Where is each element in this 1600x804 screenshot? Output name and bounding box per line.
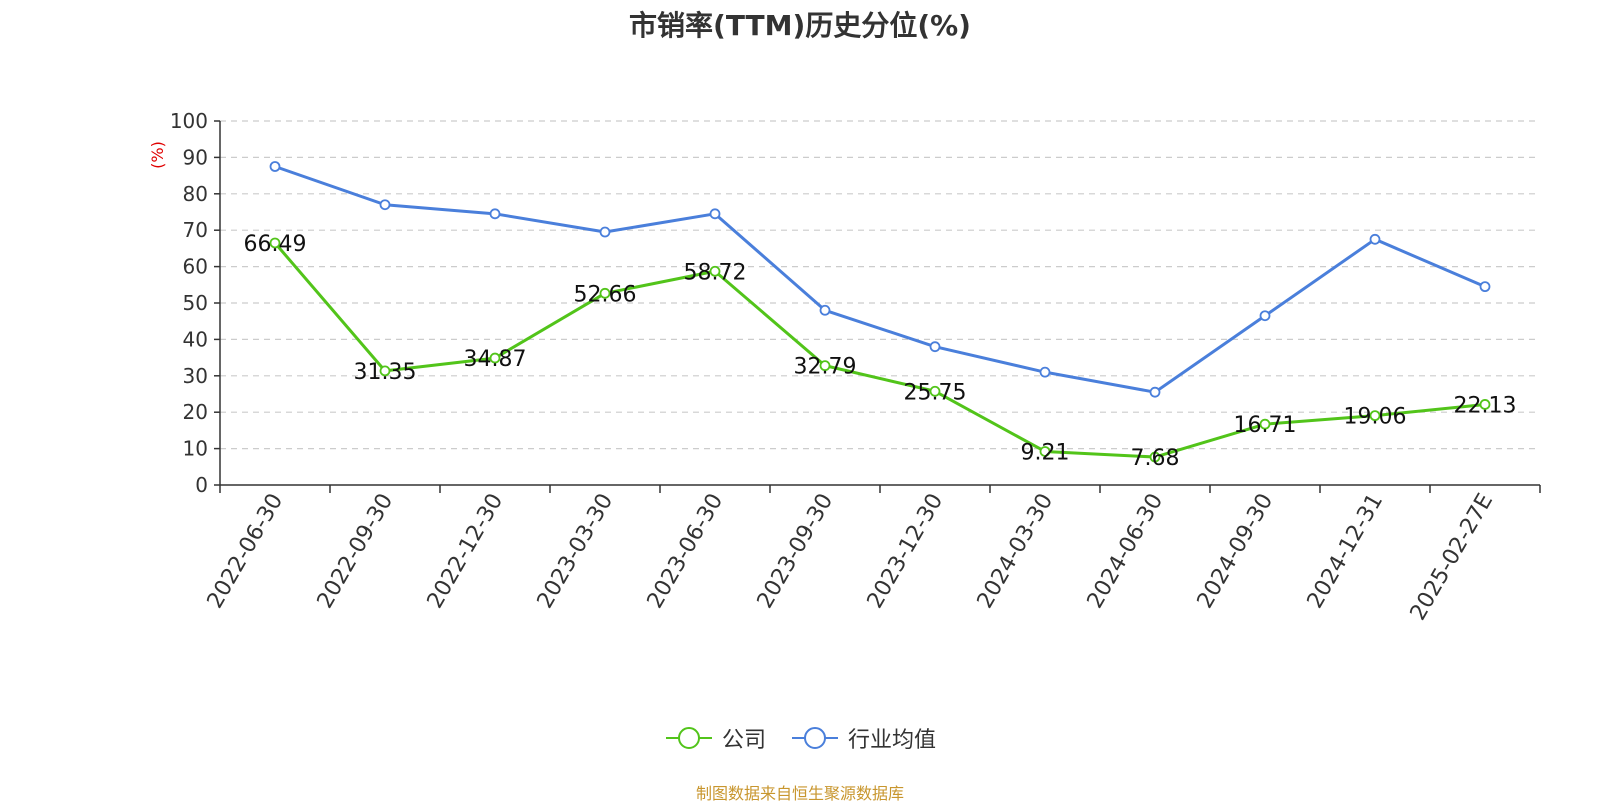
- data-label: 22.13: [1454, 393, 1517, 418]
- y-tick-label: 50: [183, 291, 208, 315]
- data-point-0[interactable]: [379, 365, 391, 377]
- data-label: 32.79: [794, 355, 857, 380]
- data-point-0[interactable]: [599, 287, 611, 299]
- data-label: 66.49: [244, 232, 307, 257]
- legend-label-industry: 行业均值: [848, 728, 937, 753]
- data-point-0[interactable]: [1149, 451, 1161, 463]
- data-point-1[interactable]: [1369, 233, 1381, 245]
- data-point-1[interactable]: [929, 341, 941, 353]
- chart-title: 市销率(TTM)历史分位(%): [629, 9, 971, 42]
- x-tick-label: 2024-09-30: [1193, 490, 1279, 613]
- y-tick-label: 0: [195, 473, 208, 497]
- data-point-1[interactable]: [709, 208, 721, 220]
- series-line-0: [273, 241, 1486, 459]
- legend: 公司 行业均值: [0, 722, 1600, 754]
- y-tick-label: 90: [183, 145, 208, 169]
- legend-marker-industry: [792, 727, 838, 749]
- series: [269, 161, 1491, 463]
- series-line-1: [274, 165, 1486, 394]
- x-tick-label: 2023-12-30: [863, 490, 949, 613]
- data-point-0[interactable]: [1479, 399, 1491, 410]
- data-point-0[interactable]: [1039, 446, 1051, 457]
- data-label: 25.75: [904, 380, 967, 405]
- data-point-1[interactable]: [269, 161, 281, 172]
- data-point-0[interactable]: [1259, 418, 1271, 430]
- y-tick-label: 100: [170, 109, 208, 133]
- data-labels: 66.49 31.35 34.87 52.66 58.72 32.79 25.75 9.21 7…: [244, 232, 1517, 471]
- data-point-1[interactable]: [599, 226, 611, 238]
- data-label: 52.66: [574, 282, 637, 307]
- y-tick-label: 70: [183, 218, 208, 242]
- data-label: 34.87: [464, 347, 527, 372]
- y-tick-label: 80: [183, 182, 208, 206]
- y-axis-label: (%): [148, 141, 167, 169]
- legend-marker-company: [665, 727, 712, 749]
- legend-item-industry[interactable]: 行业均值: [790, 722, 936, 754]
- x-tick-label: 2022-06-30: [203, 490, 289, 613]
- source-note: 制图数据来自恒生聚源数据库: [695, 784, 904, 803]
- data-label: 58.72: [684, 260, 747, 285]
- data-point-0[interactable]: [709, 265, 721, 277]
- data-label: 31.35: [354, 360, 417, 385]
- legend-label-company: 公司: [721, 728, 766, 753]
- grid-lines: [220, 120, 1540, 450]
- x-tick-label: 2023-03-30: [533, 490, 619, 613]
- data-label: 16.71: [1234, 413, 1297, 438]
- y-tick-label: 40: [183, 327, 208, 351]
- data-label: 9.21: [1021, 440, 1070, 465]
- data-point-1[interactable]: [1259, 310, 1271, 322]
- x-tick-label: 2024-06-30: [1083, 490, 1169, 613]
- data-point-0[interactable]: [489, 352, 501, 364]
- data-point-1[interactable]: [1039, 366, 1051, 378]
- x-tick-label: 2024-03-30: [973, 490, 1059, 613]
- data-label: 19.06: [1344, 405, 1407, 430]
- y-tick-label: 30: [183, 364, 208, 388]
- data-label: 7.68: [1131, 446, 1180, 471]
- x-tick-label: 2023-09-30: [753, 490, 839, 613]
- data-point-0[interactable]: [819, 360, 831, 372]
- y-tick-label: 10: [183, 437, 208, 461]
- legend-item-company[interactable]: 公司: [664, 722, 766, 754]
- y-tick-label: 60: [183, 255, 208, 279]
- data-point-1[interactable]: [819, 304, 831, 316]
- data-point-1[interactable]: [1479, 281, 1491, 293]
- data-point-1[interactable]: [1149, 386, 1161, 398]
- x-tick-label: 2025-02-27E: [1406, 490, 1499, 625]
- data-point-1[interactable]: [489, 208, 501, 220]
- data-point-0[interactable]: [1369, 410, 1381, 422]
- x-tick-label: 2024-12-31: [1303, 490, 1389, 613]
- data-point-1[interactable]: [379, 199, 391, 211]
- data-point-0[interactable]: [269, 237, 281, 249]
- x-tick-label: 2022-09-30: [313, 490, 399, 613]
- y-tick-label: 20: [183, 400, 208, 424]
- data-point-0[interactable]: [929, 385, 941, 397]
- x-tick-label: 2023-06-30: [643, 490, 729, 613]
- x-tick-label: 2022-12-30: [423, 490, 509, 613]
